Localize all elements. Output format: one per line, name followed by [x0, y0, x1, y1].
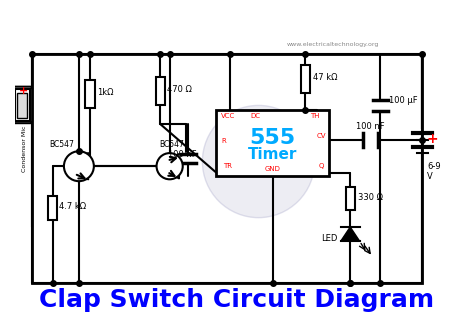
Bar [155, 77, 165, 105]
Text: 100 nF: 100 nF [356, 122, 385, 131]
Text: 470 Ω: 470 Ω [167, 85, 191, 94]
Text: Q: Q [319, 163, 324, 169]
Text: 100 μF: 100 μF [390, 96, 418, 105]
Text: 6-9
V: 6-9 V [427, 162, 440, 181]
Bar [217, 110, 328, 176]
Text: VCC: VCC [220, 112, 235, 119]
Bar [32, 54, 422, 283]
Bar [301, 65, 310, 93]
Text: BC547: BC547 [159, 141, 184, 150]
Text: R: R [221, 138, 226, 144]
Text: GND: GND [264, 166, 281, 172]
Bar [346, 187, 355, 210]
Text: 1kΩ: 1kΩ [97, 88, 113, 97]
Circle shape [64, 151, 94, 181]
Circle shape [156, 153, 183, 179]
Text: 100 nF: 100 nF [168, 150, 196, 159]
Text: 47 kΩ: 47 kΩ [313, 73, 337, 82]
Circle shape [202, 105, 315, 218]
Bar [17, 93, 27, 118]
Bar [15, 89, 30, 121]
Text: +: + [427, 132, 438, 146]
Text: LED: LED [321, 234, 338, 243]
Text: CV: CV [317, 133, 326, 139]
Text: 4.7 kΩ: 4.7 kΩ [59, 202, 86, 211]
Text: BC547: BC547 [50, 141, 74, 150]
Text: +: + [19, 86, 28, 96]
Text: 330 Ω: 330 Ω [358, 193, 383, 202]
Bar [85, 80, 95, 108]
Text: Clap Switch Circuit Diagram: Clap Switch Circuit Diagram [39, 288, 435, 312]
Text: 555: 555 [249, 128, 296, 148]
Polygon shape [341, 227, 360, 241]
FancyBboxPatch shape [13, 87, 32, 123]
Text: TH: TH [310, 112, 319, 119]
Bar [48, 196, 57, 220]
Text: Timer: Timer [248, 147, 297, 162]
Text: www.electricaltechnology.org: www.electricaltechnology.org [287, 42, 380, 47]
Text: Condensor Mic: Condensor Mic [22, 126, 27, 172]
Text: DC: DC [251, 112, 261, 119]
Text: TR: TR [223, 163, 232, 169]
